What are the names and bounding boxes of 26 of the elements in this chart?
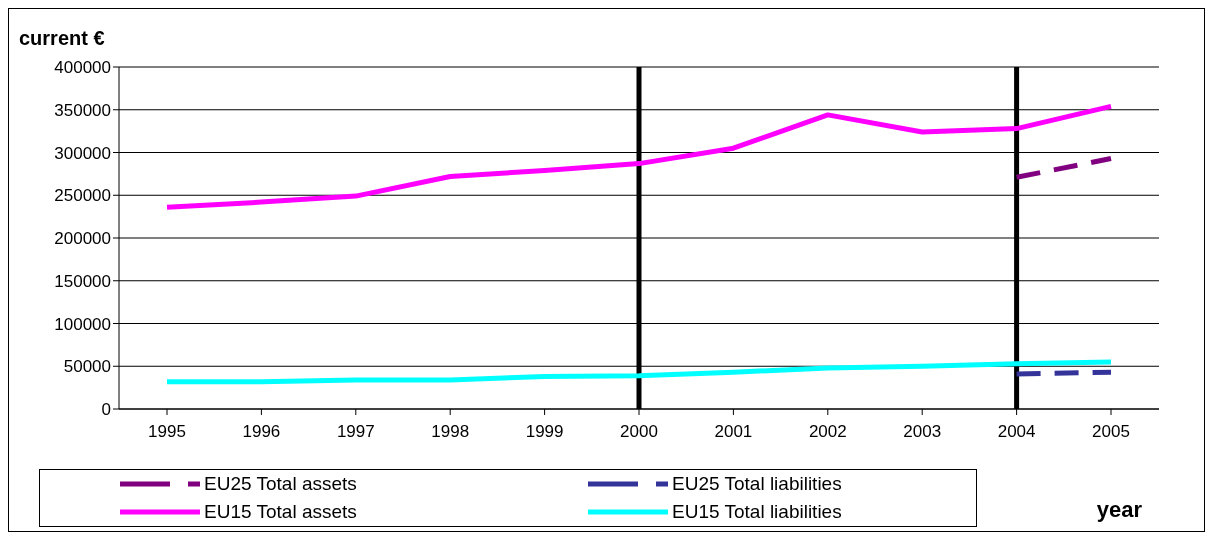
legend-label: EU25 Total assets (204, 473, 357, 495)
x-tick-label: 2004 (997, 422, 1036, 442)
y-tick-label: 0 (101, 400, 111, 420)
x-tick-label: 2001 (714, 422, 753, 442)
y-axis-title: current € (19, 27, 105, 50)
x-tick-label: 2000 (620, 422, 658, 442)
y-tick-label: 250000 (54, 186, 111, 206)
x-tick-label: 1997 (336, 422, 375, 442)
x-tick-label: 1995 (148, 422, 186, 442)
y-tick-label: 150000 (54, 271, 111, 291)
legend-label: EU25 Total liabilities (672, 473, 842, 495)
x-axis-title: year (1096, 497, 1142, 523)
x-tick-label: 2005 (1092, 422, 1130, 442)
x-tick-label: 1998 (431, 422, 470, 442)
legend-label: EU15 Total liabilities (672, 501, 842, 523)
y-tick-label: 350000 (54, 100, 111, 120)
y-tick-label: 300000 (54, 143, 111, 163)
x-tick-label: 1999 (525, 422, 564, 442)
y-tick-label: 200000 (54, 229, 111, 249)
x-tick-label: 2003 (903, 422, 942, 442)
legend-label: EU15 Total assets (204, 501, 357, 523)
x-tick-label: 2002 (808, 422, 847, 442)
y-tick-label: 400000 (54, 58, 111, 78)
x-tick-label: 1996 (242, 422, 281, 442)
y-tick-label: 50000 (63, 357, 111, 377)
y-tick-label: 100000 (54, 314, 111, 334)
